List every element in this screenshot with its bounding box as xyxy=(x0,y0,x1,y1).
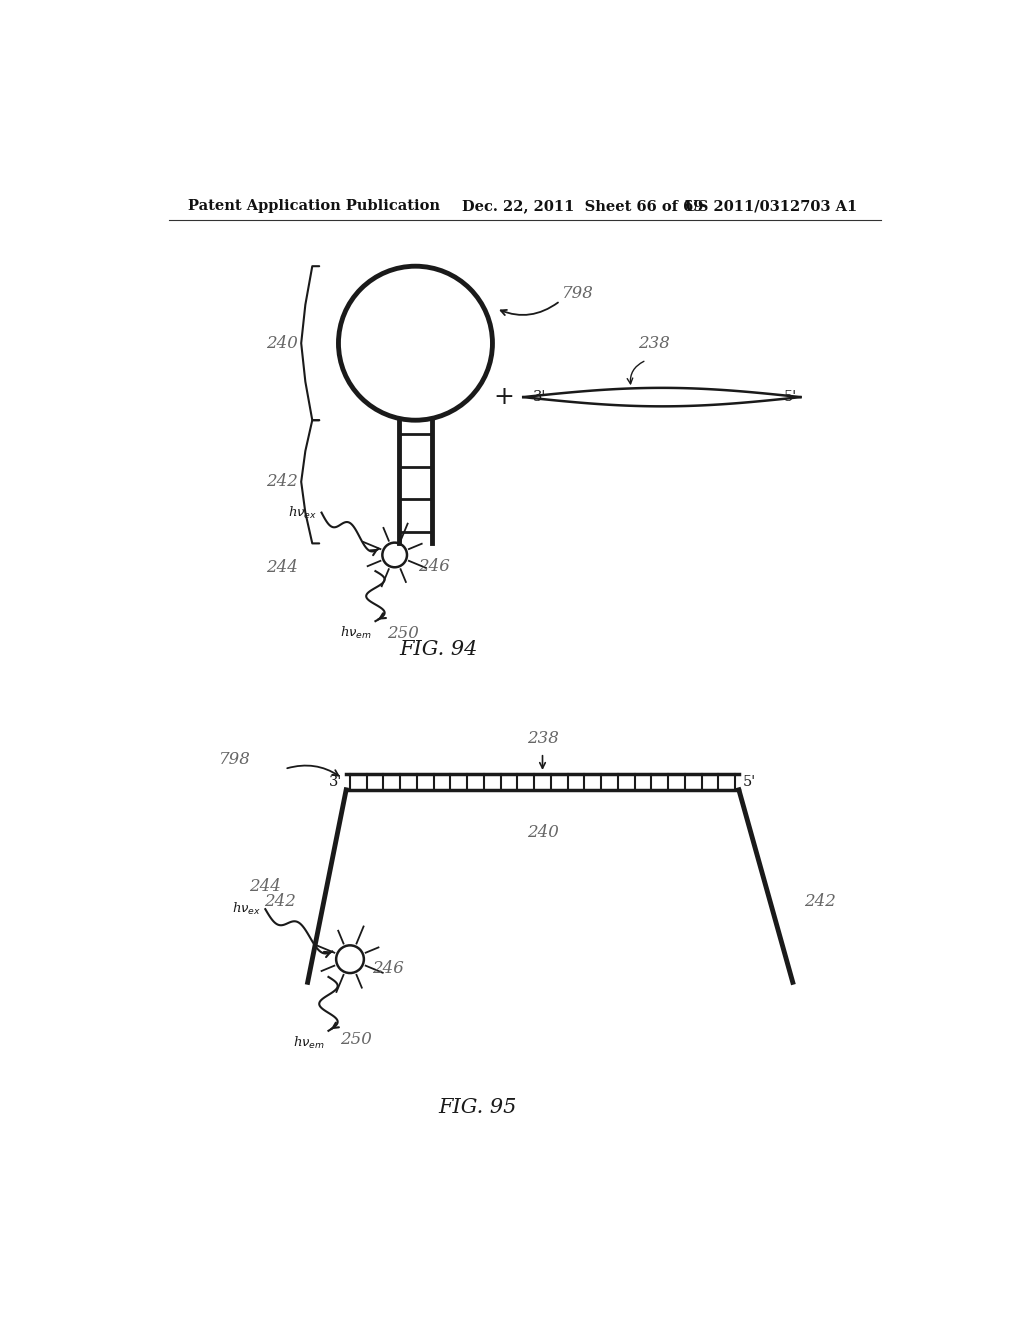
Text: 5': 5' xyxy=(783,391,797,404)
Text: 244: 244 xyxy=(266,558,298,576)
Circle shape xyxy=(382,543,407,568)
Text: h$\nu_{ex}$: h$\nu_{ex}$ xyxy=(232,902,261,917)
Text: 238: 238 xyxy=(638,335,670,352)
Text: 250: 250 xyxy=(387,626,419,642)
Text: 798: 798 xyxy=(562,285,594,302)
Circle shape xyxy=(336,945,364,973)
Text: 240: 240 xyxy=(526,825,558,841)
Text: 798: 798 xyxy=(219,751,251,768)
Text: +: + xyxy=(494,385,514,409)
Text: 250: 250 xyxy=(340,1031,372,1048)
Text: 3': 3' xyxy=(532,391,546,404)
Text: 244: 244 xyxy=(249,878,281,895)
Text: 242: 242 xyxy=(804,892,837,909)
Text: FIG. 94: FIG. 94 xyxy=(399,640,478,659)
Text: FIG. 95: FIG. 95 xyxy=(438,1098,516,1117)
Text: 238: 238 xyxy=(526,730,558,747)
Text: 3': 3' xyxy=(329,775,342,789)
Text: 246: 246 xyxy=(418,558,450,576)
Text: Dec. 22, 2011  Sheet 66 of 69: Dec. 22, 2011 Sheet 66 of 69 xyxy=(462,199,703,213)
Text: 246: 246 xyxy=(372,960,403,977)
Text: 242: 242 xyxy=(264,892,296,909)
Text: 240: 240 xyxy=(266,335,298,351)
Text: Patent Application Publication: Patent Application Publication xyxy=(188,199,440,213)
Text: h$\nu_{em}$: h$\nu_{em}$ xyxy=(293,1035,325,1051)
Text: 242: 242 xyxy=(266,474,298,490)
Text: h$\nu_{ex}$: h$\nu_{ex}$ xyxy=(289,504,317,520)
Text: US 2011/0312703 A1: US 2011/0312703 A1 xyxy=(685,199,857,213)
Text: h$\nu_{em}$: h$\nu_{em}$ xyxy=(340,626,372,642)
Text: 5': 5' xyxy=(742,775,756,789)
